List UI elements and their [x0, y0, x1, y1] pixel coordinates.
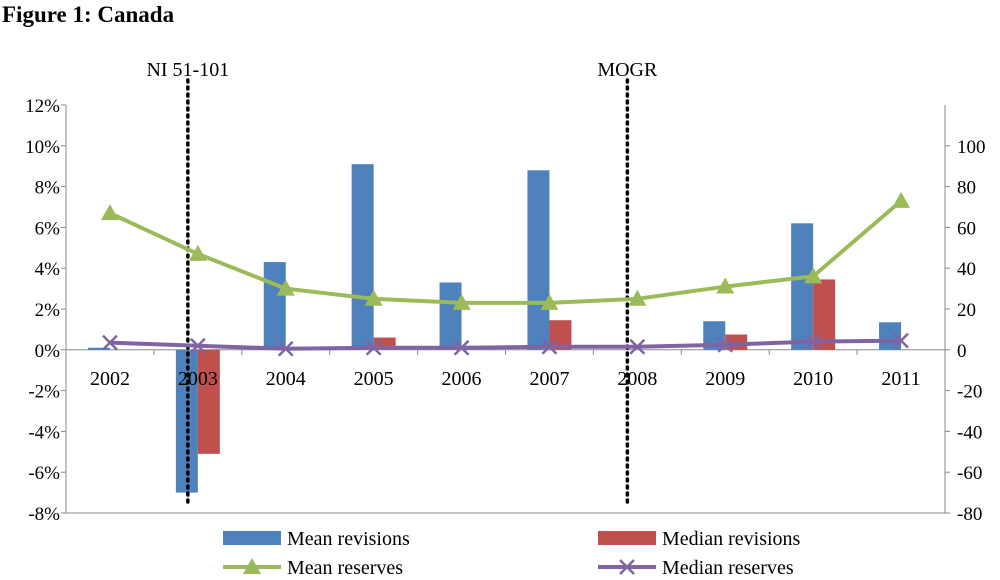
- left-tick-label: 8%: [35, 178, 61, 199]
- legend-label: Mean revisions: [287, 528, 410, 550]
- left-tick-label: 0%: [35, 341, 61, 362]
- bar-mean-revisions: [879, 322, 902, 350]
- legend-swatch-mean-revisions: [223, 531, 281, 545]
- right-tick-label: 40: [957, 259, 976, 280]
- category-label: 2010: [793, 368, 833, 390]
- left-tick-label: -6%: [28, 463, 60, 484]
- left-tick-label: -4%: [28, 422, 60, 443]
- point-median-reserves: [365, 339, 382, 356]
- category-label: 2009: [705, 368, 745, 390]
- right-tick-label: -40: [957, 422, 982, 443]
- category-label: 2011: [881, 368, 920, 390]
- bar-mean-revisions: [87, 347, 110, 350]
- point-mean-reserves: [892, 191, 911, 208]
- point-median-reserves: [541, 338, 558, 355]
- point-median-reserves: [453, 339, 470, 356]
- plot-area: -8% -6% -4% -2% 0% 2% 4% 6% 8% 10% 12% -80 -60 -40 -20…: [25, 59, 985, 525]
- right-tick-label: 20: [957, 300, 976, 321]
- point-mean-reserves: [452, 293, 471, 310]
- point-mean-reserves: [100, 204, 119, 221]
- category-label: 2007: [529, 368, 569, 390]
- legend-label: Mean reserves: [287, 557, 403, 579]
- point-median-reserves: [102, 334, 118, 351]
- point-median-reserves: [277, 340, 294, 357]
- line-median-reserves: [109, 338, 902, 351]
- bar-median-revisions: [197, 349, 220, 454]
- category-label: 2002: [90, 368, 130, 390]
- bar-mean-revisions: [703, 321, 726, 350]
- point-median-reserves: [189, 337, 206, 354]
- left-tick-label: 12%: [25, 96, 60, 117]
- left-tick-label: -8%: [28, 504, 60, 525]
- legend-marker-mean-reserves: [243, 558, 261, 574]
- right-tick-label: 100: [957, 137, 986, 158]
- point-mean-reserves: [364, 289, 383, 306]
- legend: Mean revisions Median revisions Mean reser…: [223, 528, 801, 579]
- bar-mean-revisions: [439, 282, 462, 350]
- bar-mean-revisions: [263, 262, 286, 350]
- category-label: 2008: [617, 368, 657, 390]
- annotation-label: NI 51-101: [146, 59, 229, 81]
- legend-swatch-median-revisions: [598, 531, 656, 545]
- right-tick-label: -20: [957, 382, 982, 403]
- legend-label: Median reserves: [662, 557, 794, 579]
- point-mean-reserves: [276, 279, 295, 296]
- figure-title: Figure 1: Canada: [2, 2, 175, 27]
- bar-median-revisions: [813, 279, 836, 350]
- right-tick-label: -80: [957, 504, 982, 525]
- point-mean-reserves: [628, 289, 647, 306]
- bar-mean-revisions: [175, 349, 198, 493]
- point-mean-reserves: [716, 277, 735, 294]
- point-mean-reserves: [188, 244, 207, 261]
- line-mean-reserves: [109, 199, 903, 305]
- category-label: 2005: [354, 368, 394, 390]
- left-tick-label: 2%: [35, 300, 61, 321]
- point-median-reserves: [717, 336, 734, 353]
- right-tick-label: -60: [957, 463, 982, 484]
- left-tick-label: 4%: [35, 259, 61, 280]
- annotation-label: MOGR: [597, 59, 658, 81]
- point-median-reserves: [805, 333, 822, 350]
- bar-mean-revisions: [351, 164, 374, 350]
- legend-marker-median-reserves: [619, 559, 635, 575]
- category-label: 2003: [178, 368, 218, 390]
- category-label: 2004: [266, 368, 306, 390]
- point-median-reserves: [893, 332, 909, 349]
- right-tick-label: 60: [957, 218, 976, 239]
- point-mean-reserves: [804, 267, 823, 284]
- category-label: 2006: [442, 368, 482, 390]
- left-tick-label: -2%: [28, 382, 60, 403]
- left-tick-label: 10%: [25, 137, 60, 158]
- bar-mean-revisions: [527, 170, 550, 350]
- point-mean-reserves: [540, 293, 559, 310]
- left-tick-label: 6%: [35, 218, 61, 239]
- right-tick-label: 80: [957, 178, 976, 199]
- legend-label: Median revisions: [662, 528, 801, 550]
- point-median-reserves: [629, 338, 646, 355]
- bar-mean-revisions: [791, 223, 814, 350]
- right-tick-label: 0: [957, 341, 967, 362]
